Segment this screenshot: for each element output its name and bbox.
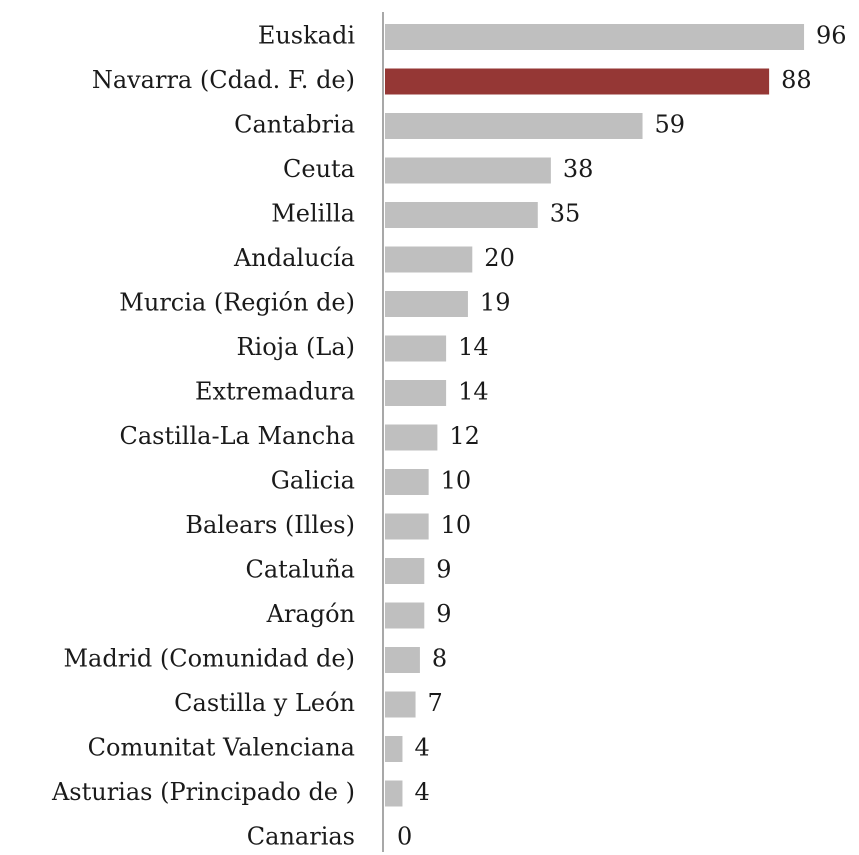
category-label: Euskadi xyxy=(258,22,356,50)
bar xyxy=(385,157,551,184)
category-label: Andalucía xyxy=(233,244,355,272)
value-label: 8 xyxy=(432,645,447,673)
value-label: 9 xyxy=(436,600,451,628)
category-label: Murcia (Región de) xyxy=(119,289,355,317)
bar xyxy=(385,380,447,406)
category-label: Ceuta xyxy=(283,155,355,183)
value-label: 38 xyxy=(563,155,594,183)
bar xyxy=(385,424,438,451)
bar xyxy=(385,113,643,139)
value-label: 14 xyxy=(458,378,489,406)
value-label: 0 xyxy=(397,823,412,851)
value-label: 10 xyxy=(441,511,472,539)
category-label: Galicia xyxy=(271,467,355,495)
value-label: 4 xyxy=(414,734,429,762)
category-label: Comunitat Valenciana xyxy=(88,734,355,762)
value-label: 20 xyxy=(484,244,515,272)
bar xyxy=(385,780,403,807)
category-label: Cataluña xyxy=(245,556,355,584)
bar xyxy=(385,602,425,629)
bar xyxy=(385,558,425,584)
bar xyxy=(385,736,403,762)
category-label: Asturias (Principado de ) xyxy=(51,778,355,806)
category-label: Cantabria xyxy=(234,111,355,139)
category-label: Castilla y León xyxy=(174,689,355,717)
category-label: Balears (Illes) xyxy=(185,511,355,539)
category-label: Canarias xyxy=(247,823,355,851)
bar xyxy=(385,246,473,273)
bar xyxy=(385,513,429,540)
category-label: Extremadura xyxy=(195,378,355,406)
bar xyxy=(385,291,468,317)
value-label: 35 xyxy=(550,200,581,228)
bar xyxy=(385,202,538,228)
bar xyxy=(385,469,429,495)
value-label: 59 xyxy=(655,111,686,139)
category-label: Madrid (Comunidad de) xyxy=(63,645,355,673)
value-label: 19 xyxy=(480,289,511,317)
value-label: 4 xyxy=(414,778,429,806)
value-label: 9 xyxy=(436,556,451,584)
category-label: Navarra (Cdad. F. de) xyxy=(92,66,355,94)
bar xyxy=(385,647,420,673)
value-label: 96 xyxy=(816,22,847,50)
bar xyxy=(385,691,416,718)
category-label: Melilla xyxy=(271,200,355,228)
value-label: 88 xyxy=(781,66,812,94)
value-label: 10 xyxy=(441,467,472,495)
bar xyxy=(385,68,770,95)
bar xyxy=(385,24,805,50)
value-label: 14 xyxy=(458,333,489,361)
value-label: 7 xyxy=(428,689,443,717)
category-label: Aragón xyxy=(266,600,355,628)
category-label: Castilla-La Mancha xyxy=(120,422,356,450)
category-label: Rioja (La) xyxy=(236,333,355,361)
value-label: 12 xyxy=(449,422,480,450)
bar xyxy=(385,335,447,362)
